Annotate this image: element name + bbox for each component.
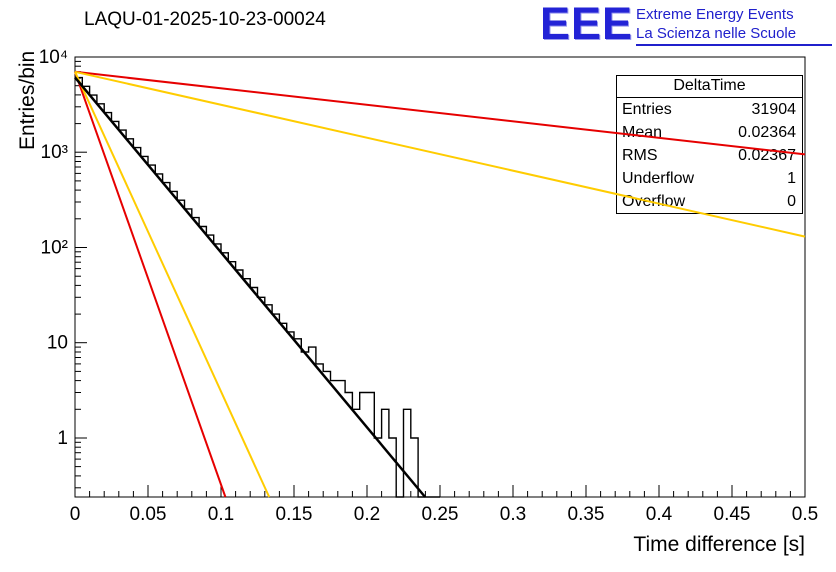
eee-logo-text: Extreme Energy Events La Scienza nelle S…	[636, 5, 796, 43]
red-steep-line	[74, 71, 227, 498]
stats-value: 0	[787, 193, 796, 210]
x-tick-label: 0.4	[646, 504, 673, 525]
y-tick-label: 10²	[41, 238, 68, 259]
reference-lines	[74, 70, 806, 498]
x-tick-label: 0.5	[792, 504, 818, 525]
x-tick-label: 0.3	[500, 504, 526, 525]
histogram	[75, 76, 440, 498]
logo-text-line2: La Scienza nelle Scuole	[636, 25, 797, 42]
logo-text-line1: Extreme Energy Events	[636, 6, 794, 23]
x-tick-label: 0.45	[714, 504, 751, 525]
stats-title: DeltaTime	[617, 76, 802, 98]
plot-frame	[74, 56, 806, 498]
stats-value: 31904	[751, 101, 797, 118]
x-tick-label: 0.35	[568, 504, 605, 525]
x-tick-label: 0.2	[354, 504, 380, 525]
x-tick-label: 0	[70, 504, 81, 525]
x-axis-title: Time difference [s]	[633, 533, 805, 556]
yellow-shallow-line	[74, 70, 806, 238]
yellow-steep-line	[74, 71, 271, 498]
x-axis: 0 0.05 0.1 0.15 0.2 0.25 0.3 0.35 0.4 0.45 0.5	[70, 485, 818, 525]
fit-line	[74, 76, 427, 498]
x-tick-label: 0.05	[130, 504, 167, 525]
plot-title: LAQU-01-2025-10-23-00024	[84, 9, 326, 30]
stats-row: Entries 31904	[617, 98, 802, 121]
x-tick-label: 0.15	[276, 504, 313, 525]
stats-box: DeltaTime Entries 31904 Mean 0.02364 RMS…	[616, 75, 803, 214]
x-tick-label: 0.1	[208, 504, 234, 525]
y-tick-label: 1	[57, 428, 68, 449]
stats-row: Underflow 1	[617, 167, 802, 190]
stats-value: 0.02364	[738, 124, 796, 141]
y-tick-label: 10³	[41, 142, 68, 163]
stats-label: RMS	[622, 147, 658, 164]
stats-label: Entries	[622, 101, 672, 118]
y-axis: 1 10 10² 10³ 10⁴	[39, 47, 87, 489]
red-shallow-line	[74, 70, 806, 156]
stats-value: 1	[787, 170, 796, 187]
eee-logo: EEE	[540, 0, 634, 49]
logo-underline	[636, 44, 832, 46]
x-tick-label: 0.25	[422, 504, 459, 525]
y-tick-label: 10	[47, 333, 68, 354]
stats-label: Underflow	[622, 170, 695, 187]
y-tick-label: 10⁴	[39, 47, 68, 68]
